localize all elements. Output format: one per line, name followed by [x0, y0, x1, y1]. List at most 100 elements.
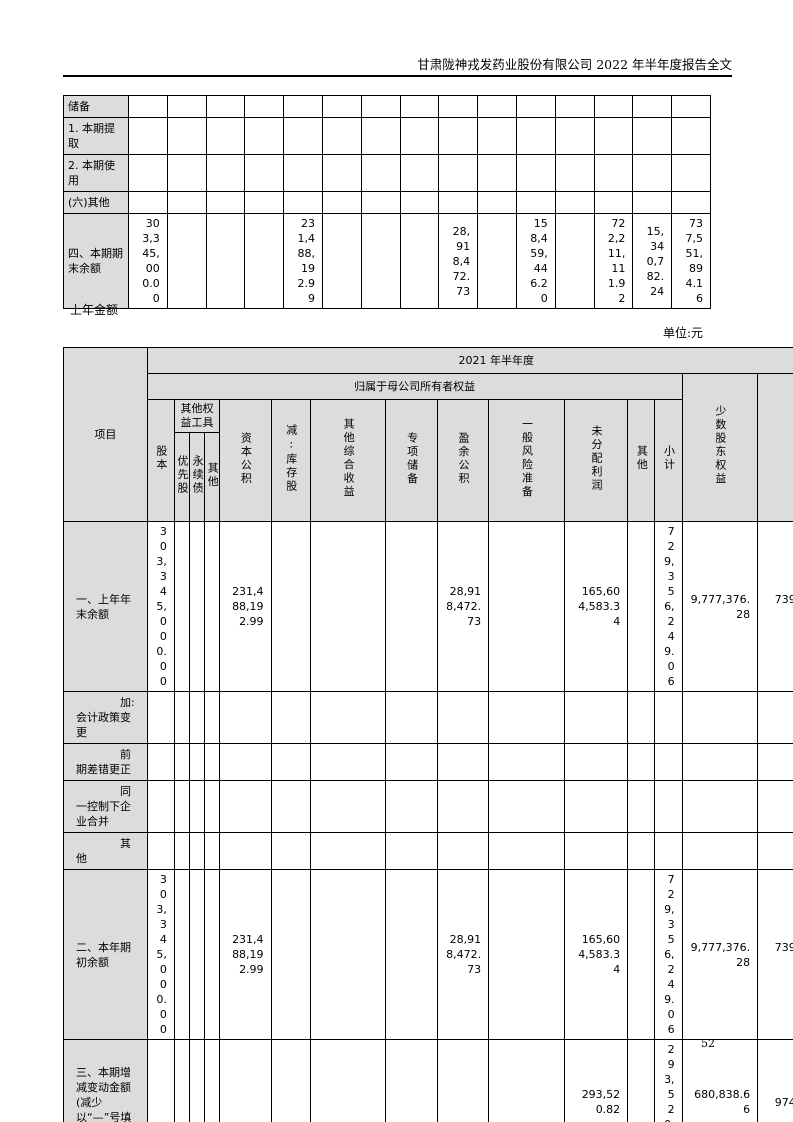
- col-header-preferred-shares: 优先股: [173, 432, 191, 522]
- cell-value: 28,918,472.73: [436, 521, 490, 692]
- cell-value: [757, 832, 793, 870]
- cell-value: [436, 1039, 490, 1122]
- cell-value: 9,777,376.28: [681, 521, 759, 692]
- cell-value: 722,211,111.92: [593, 213, 634, 309]
- cell-value: [146, 1039, 175, 1122]
- cell-value: [438, 95, 479, 118]
- cell-value: [632, 117, 673, 155]
- header-row-groups: 归属于母公司所有者权益 少数股东权益 所有者权益合计: [64, 373, 793, 522]
- table-row: 一、上年年末余额 303,345,000.00 231,488,192.99 28,9…: [63, 521, 793, 692]
- cell-value: 231,488,192.99: [283, 213, 323, 309]
- cell-value: [477, 95, 517, 118]
- cell-value: [173, 521, 191, 692]
- cell-value: [146, 743, 175, 781]
- row-label: 四、本期期末余额: [63, 213, 129, 309]
- col-header-other-comprehensive-income: 其他综合收益: [309, 399, 387, 522]
- cell-value: [204, 691, 221, 744]
- col-header-share-capital: 股本: [146, 399, 175, 522]
- cell-value: [360, 191, 401, 214]
- row-label: 一、上年年末余额: [63, 521, 148, 692]
- cell-value: 158,459,446.20: [515, 213, 556, 309]
- cell-value: [681, 832, 759, 870]
- cell-value: [270, 832, 311, 870]
- cell-value: [436, 743, 490, 781]
- table-row: 四、本期期末余额 303,345,000.00 231,488,192.99 28,9…: [63, 213, 711, 309]
- cell-value: [204, 832, 221, 870]
- section-label: 上年金额: [70, 303, 119, 317]
- header-rule: [63, 75, 732, 77]
- cell-value: [219, 743, 272, 781]
- cell-value: [309, 691, 387, 744]
- cell-value: [173, 780, 191, 833]
- cell-value: [399, 154, 440, 192]
- cell-value: [309, 743, 387, 781]
- cell-value: [244, 154, 285, 192]
- cell-value: [671, 117, 711, 155]
- cell-value: [488, 832, 565, 870]
- cell-value: [173, 832, 191, 870]
- cell-value: [488, 1039, 565, 1122]
- cell-value: [385, 869, 438, 1040]
- cell-value: 729,356,249.06: [654, 869, 683, 1040]
- cell-value: [173, 743, 191, 781]
- cell-value: [671, 191, 711, 214]
- cell-value: [270, 869, 311, 1040]
- row-label: 储备: [63, 95, 129, 118]
- cell-value: [188, 1039, 206, 1122]
- cell-value: [681, 691, 759, 744]
- cell-value: [283, 95, 323, 118]
- cell-value: 737,551,894.16: [671, 213, 711, 309]
- cell-value: [385, 521, 438, 692]
- cell-value: [360, 117, 401, 155]
- cell-value: [627, 780, 656, 833]
- cell-value: 28,918,472.73: [436, 869, 490, 1040]
- page-header: 甘肃陇神戎发药业股份有限公司 2022 年半年度报告全文: [63, 54, 732, 73]
- table-row: 三、本期增减变动金额(减少以“—”号填列) 293,520.82 293,520.8…: [63, 1039, 793, 1122]
- cell-value: [627, 691, 656, 744]
- cell-value: [554, 95, 595, 118]
- col-header-other-instrument: 其他: [204, 432, 221, 522]
- cell-value: [166, 213, 207, 309]
- cell-value: 165,604,583.34: [563, 521, 629, 692]
- cell-value: [244, 117, 285, 155]
- cell-value: [627, 1039, 656, 1122]
- table-row: 加:会计政策变更: [63, 691, 793, 744]
- cell-value: [360, 213, 401, 309]
- col-header-undistributed-profit: 未分配利润: [563, 399, 629, 522]
- table-row: 前期差错更正: [63, 743, 793, 781]
- cell-value: [488, 780, 565, 833]
- cell-value: [204, 1039, 221, 1122]
- cell-value: 303,345,000.00: [146, 521, 175, 692]
- cell-value: [554, 213, 595, 309]
- cell-value: [654, 780, 683, 833]
- cell-value: [270, 1039, 311, 1122]
- cell-value: 9,777,376.28: [681, 869, 759, 1040]
- row-label: 前期差错更正: [63, 743, 148, 781]
- cell-value: [166, 95, 207, 118]
- row-label: 1. 本期提取: [63, 117, 129, 155]
- col-header-less-treasury-shares: 减:库存股: [270, 399, 311, 522]
- cell-value: [436, 832, 490, 870]
- cell-value: [309, 1039, 387, 1122]
- cell-value: [757, 780, 793, 833]
- cell-value: [554, 191, 595, 214]
- table-row: 储备: [63, 95, 711, 118]
- col-header-parent-company-equity: 归属于母公司所有者权益: [146, 373, 683, 400]
- cell-value: [146, 832, 175, 870]
- cell-value: [128, 191, 168, 214]
- cell-value: [757, 743, 793, 781]
- cell-value: [270, 780, 311, 833]
- row-label: 三、本期增减变动金额(减少以“—”号填列): [63, 1039, 148, 1122]
- cell-value: 974,359.48: [757, 1039, 793, 1122]
- cell-value: [515, 95, 556, 118]
- table-row: 其他: [63, 832, 793, 870]
- cell-value: [128, 95, 168, 118]
- cell-value: [321, 213, 362, 309]
- cell-value: [309, 869, 387, 1040]
- cell-value: [205, 213, 246, 309]
- cell-value: [219, 1039, 272, 1122]
- cell-value: [399, 117, 440, 155]
- cell-value: [244, 191, 285, 214]
- header-row-subgroups: 股本 其他权益工具 资本公积 减:库存股 其他综合收益 专项储备 盈余公积 一般…: [64, 399, 793, 522]
- cell-value: [385, 691, 438, 744]
